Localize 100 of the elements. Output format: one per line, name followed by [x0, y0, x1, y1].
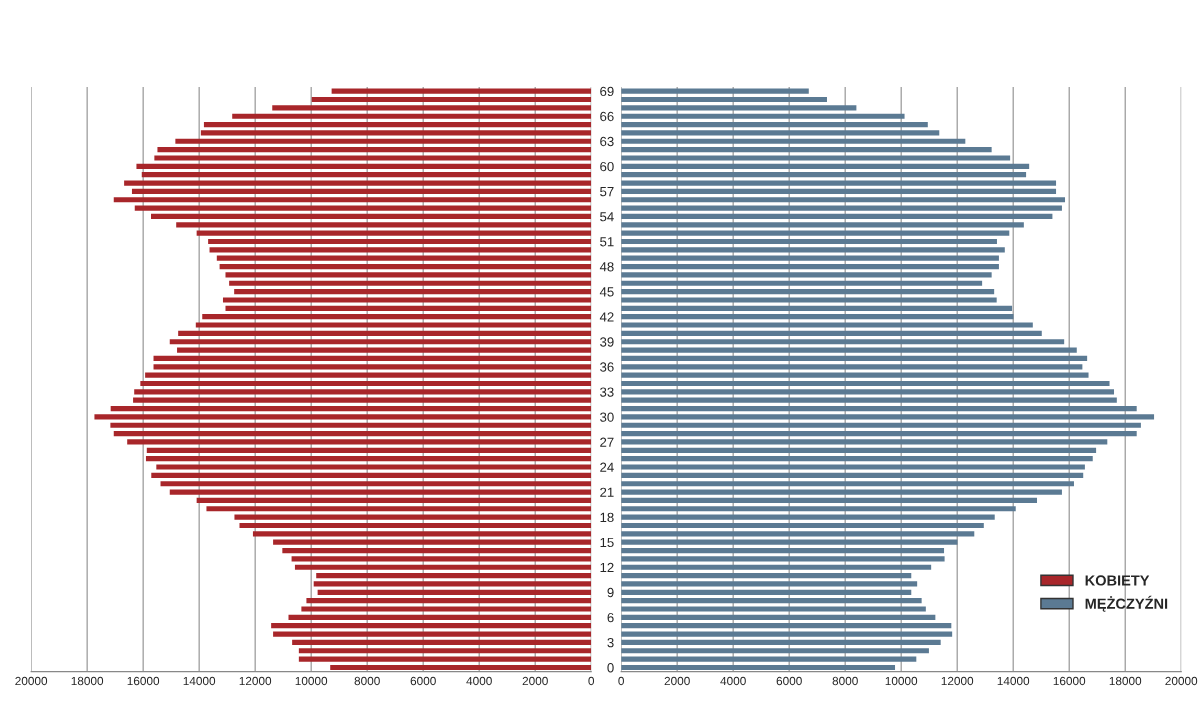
y-tick-label: 45 — [599, 287, 614, 297]
bar — [621, 564, 932, 570]
y-tick-label: 39 — [600, 337, 614, 347]
bar — [621, 514, 995, 520]
bar — [127, 439, 592, 445]
x-tick-label: 2000 — [522, 676, 548, 686]
x-tick-label: 8000 — [832, 676, 858, 686]
bar — [621, 188, 1057, 194]
y-tick-label: 21 — [600, 487, 614, 497]
bar — [621, 339, 1065, 345]
y-tick-label: 48 — [599, 262, 614, 272]
bar — [621, 147, 992, 153]
bar — [621, 96, 827, 103]
bar — [621, 656, 917, 662]
y-tick-label: 54 — [600, 212, 614, 222]
bar — [621, 422, 1141, 428]
bar — [621, 280, 983, 286]
bar — [282, 547, 592, 554]
bar — [621, 456, 1093, 462]
bar — [294, 564, 592, 570]
bar — [153, 364, 592, 370]
x-tick-label: 8000 — [354, 676, 380, 686]
y-tick-label: 57 — [600, 187, 614, 197]
bar — [153, 355, 592, 362]
bar — [196, 497, 592, 504]
bar — [621, 272, 992, 278]
bar — [234, 289, 592, 295]
bar — [621, 389, 1115, 395]
bar — [202, 314, 592, 320]
bar — [621, 289, 995, 295]
bar — [288, 614, 592, 620]
bar — [292, 639, 592, 645]
y-tick-label: 30 — [600, 412, 614, 422]
bar — [313, 581, 592, 587]
bar — [621, 472, 1084, 478]
x-tick-label: 12000 — [239, 676, 272, 686]
bar — [177, 347, 592, 353]
bar — [131, 188, 592, 194]
bar — [298, 656, 592, 662]
bar — [195, 322, 592, 328]
bar — [621, 255, 999, 261]
x-tick-label: 2000 — [664, 676, 690, 686]
bar — [113, 431, 592, 437]
y-tick-label: 63 — [600, 136, 614, 147]
x-tick-label: 10000 — [295, 676, 328, 686]
bar — [306, 598, 592, 604]
bar — [331, 88, 592, 94]
bar — [145, 372, 592, 378]
bar — [621, 581, 918, 587]
bar — [621, 489, 1062, 495]
x-tick-label: 10000 — [885, 676, 918, 686]
bar — [175, 138, 592, 144]
bar — [621, 598, 922, 604]
bar — [316, 573, 592, 579]
bar — [621, 497, 1038, 504]
bar — [621, 539, 958, 545]
bar — [200, 130, 592, 136]
bar — [219, 263, 592, 270]
bar — [225, 272, 592, 278]
bar — [621, 439, 1108, 445]
bar — [169, 339, 592, 345]
bar — [124, 180, 592, 186]
bar — [621, 163, 1030, 169]
bar — [621, 397, 1117, 403]
bar — [621, 238, 997, 245]
y-tick-label: 33 — [600, 387, 614, 397]
bar — [94, 414, 592, 420]
bar — [301, 606, 592, 612]
bar — [621, 347, 1077, 353]
bar — [298, 648, 592, 654]
bar — [151, 213, 592, 220]
bar — [216, 255, 592, 261]
x-tick-label: 14000 — [183, 676, 216, 686]
y-tick-label: 42 — [599, 312, 614, 322]
bar — [621, 573, 912, 579]
bar — [621, 105, 857, 111]
bar — [252, 531, 592, 537]
x-tick-label: 0 — [588, 676, 595, 686]
bar — [206, 506, 592, 512]
y-tick-label: 69 — [600, 86, 614, 97]
y-tick-label: 6 — [607, 612, 614, 623]
bar — [209, 247, 592, 253]
y-tick-label: 66 — [600, 111, 614, 122]
x-tick-label: 18000 — [71, 676, 104, 686]
bar — [225, 305, 592, 311]
bar — [133, 397, 592, 403]
bar — [157, 147, 592, 153]
bar — [272, 105, 592, 111]
bar — [169, 489, 592, 495]
bar — [621, 606, 926, 612]
y-tick-label: 51 — [600, 237, 614, 247]
x-tick-label: 0 — [618, 676, 624, 686]
bar — [234, 514, 592, 520]
bar — [271, 623, 592, 629]
bar — [154, 155, 592, 161]
bar — [621, 230, 1010, 236]
bar — [621, 405, 1137, 412]
bar — [621, 623, 952, 629]
y-tick-label: 24 — [600, 462, 614, 472]
bar — [621, 506, 1016, 512]
